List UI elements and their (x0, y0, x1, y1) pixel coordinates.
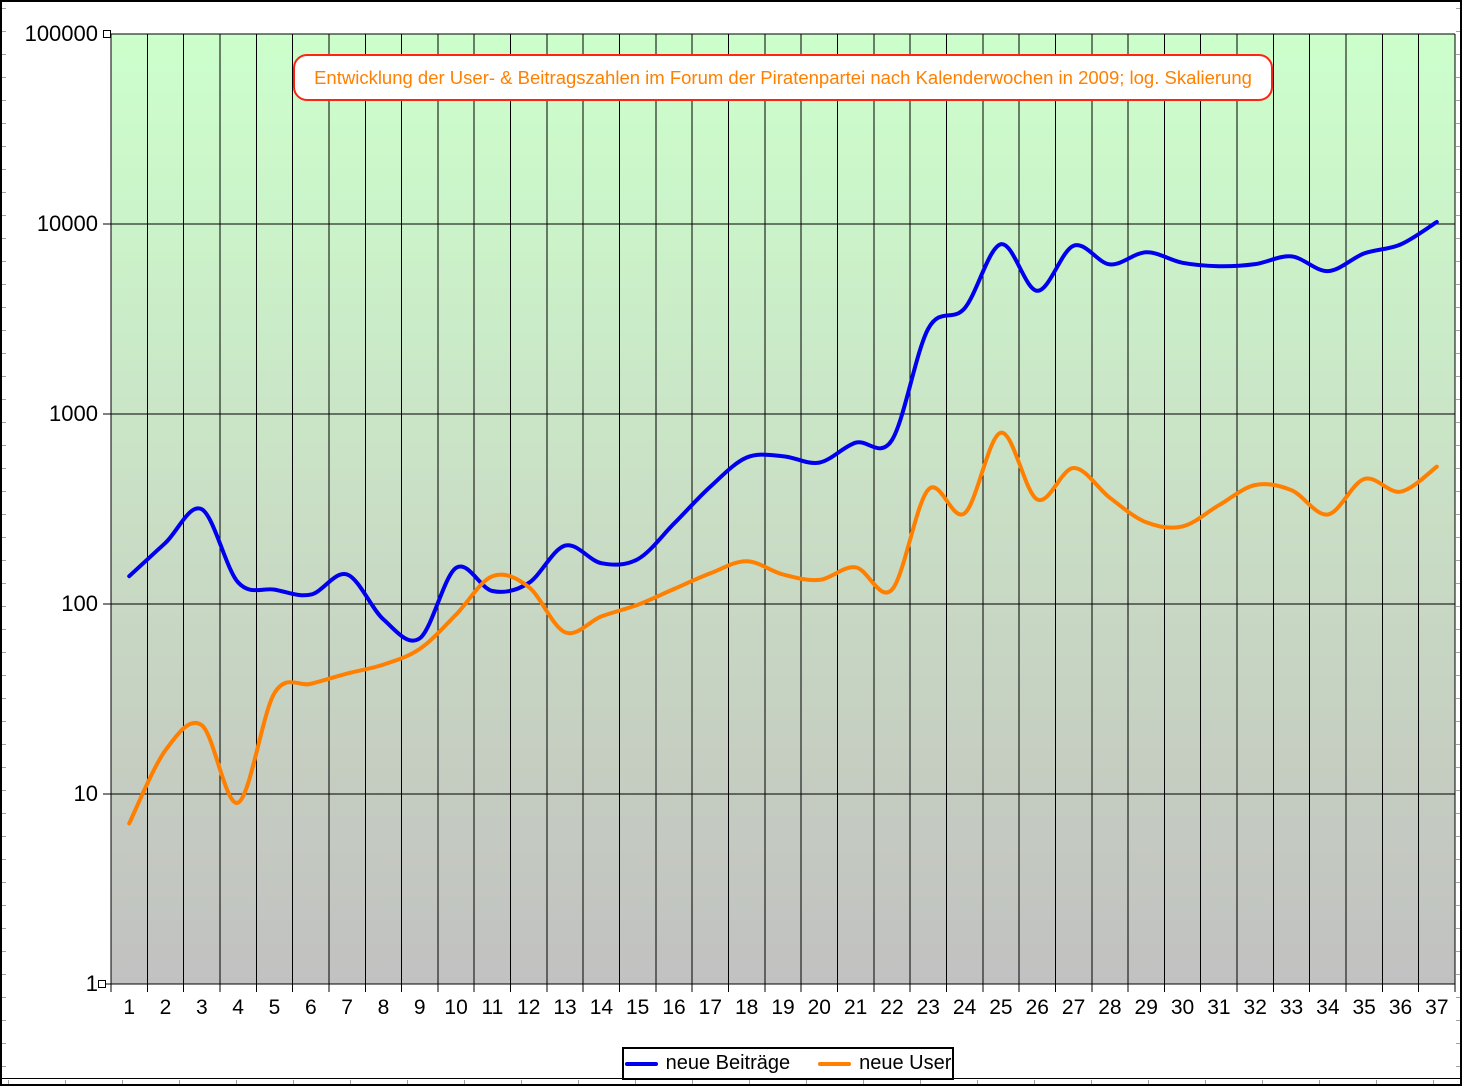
x-axis-tick-label: 14 (589, 996, 614, 1019)
x-axis-tick-label: 34 (1316, 996, 1340, 1019)
x-axis-tick-label: 26 (1025, 996, 1049, 1019)
x-axis-tick-label: 11 (481, 996, 504, 1019)
x-axis-tick-label: 16 (662, 996, 686, 1019)
beitraege-line (127, 220, 1439, 643)
legend-label-beitraege: neue Beiträge (665, 1052, 791, 1074)
plot-area (111, 34, 1455, 984)
x-axis-tick-label: 13 (553, 996, 577, 1019)
x-axis-tick-label: 35 (1352, 996, 1376, 1019)
axis-handle-origin (98, 980, 106, 988)
x-axis-tick-label: 30 (1170, 996, 1195, 1019)
y-axis-tick-label: 10 (73, 781, 98, 806)
x-axis-tick-label: 21 (843, 996, 868, 1019)
axis-ticks (103, 33, 1456, 992)
x-axis-tick-label: 31 (1207, 996, 1231, 1019)
y-axis-tick-label: 10000 (36, 211, 98, 236)
axis-handles (98, 30, 111, 988)
x-axis-tick-label: 24 (952, 996, 977, 1019)
x-axis-tick-label: 25 (989, 996, 1013, 1019)
y-axis-tick-label: 1000 (49, 401, 98, 426)
x-axis-tick-label: 4 (232, 996, 244, 1019)
legend: neue Beiträge neue User (622, 1047, 954, 1080)
chart-title-box: Entwicklung der User- & Beitragszahlen i… (293, 54, 1273, 101)
beitraege-line-swatch (624, 1061, 658, 1066)
x-axis-tick-label: 2 (159, 996, 172, 1019)
user-line-swatch (818, 1061, 852, 1066)
x-axis-tick-label: 10 (444, 996, 468, 1019)
y-axis-tick-label: 1 (85, 971, 98, 996)
x-axis-tick-label: 37 (1425, 996, 1449, 1019)
user-line (127, 430, 1439, 826)
x-axis-tick-label: 6 (304, 996, 317, 1019)
worksheet-row-ticks-left (2, 8, 6, 1078)
y-axis-tick-label: 100000 (24, 21, 98, 46)
x-axis-tick-label: 8 (377, 996, 390, 1019)
legend-label-user: neue User (859, 1052, 952, 1074)
worksheet-row-ticks-right (1456, 8, 1460, 1078)
x-axis-tick-label: 23 (916, 996, 940, 1019)
x-axis-tick-label: 29 (1134, 996, 1158, 1019)
x-axis-tick-label: 32 (1243, 996, 1267, 1019)
worksheet-column-ticks-bottom (8, 1080, 1454, 1084)
x-axis-tick-label: 5 (268, 996, 281, 1019)
x-axis-tick-label: 28 (1098, 996, 1122, 1019)
gridlines (110, 33, 1456, 985)
x-axis-tick-label: 9 (413, 996, 426, 1019)
x-axis-tick-label: 18 (734, 996, 759, 1019)
x-axis-tick-label: 15 (626, 996, 650, 1019)
x-axis-tick-label: 19 (771, 996, 795, 1019)
x-axis-tick-label: 36 (1388, 996, 1413, 1019)
x-axis-tick-label: 3 (195, 996, 208, 1019)
chart-title: Entwicklung der User- & Beitragszahlen i… (314, 66, 1252, 88)
x-axis-tick-label: 17 (698, 996, 723, 1019)
x-axis-tick-label: 12 (517, 996, 541, 1019)
x-axis-tick-label: 7 (341, 996, 353, 1019)
x-axis-tick-label: 27 (1061, 996, 1086, 1019)
x-axis-tick-label: 33 (1279, 996, 1304, 1019)
x-axis-tick-label: 20 (807, 996, 831, 1019)
axis-handle-top (103, 30, 111, 38)
y-axis-tick-label: 100 (61, 591, 98, 616)
x-axis-tick-label: 1 (123, 996, 135, 1019)
x-axis-tick-label: 22 (880, 996, 904, 1019)
